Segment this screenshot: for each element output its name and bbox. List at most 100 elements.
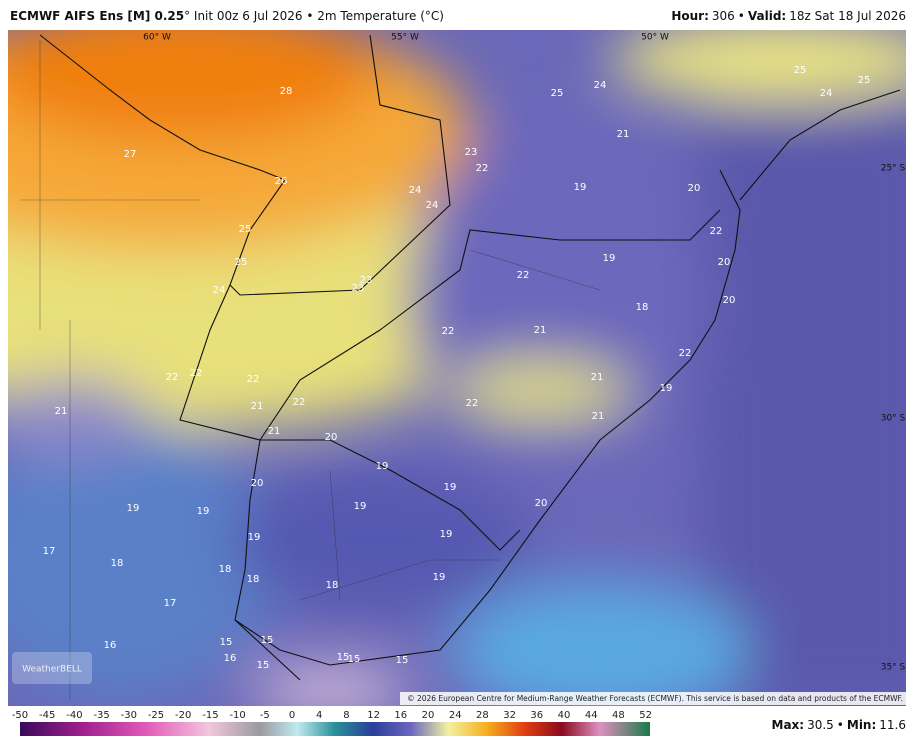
contour-label: 18 [219,564,232,575]
contour-label: 19 [354,501,367,512]
hour: 306 [712,9,735,23]
copyright: © 2026 European Centre for Medium-Range … [407,694,903,703]
contour-label: 22 [466,398,479,409]
colorbar-tick-label: -20 [175,710,191,721]
contour-label: 22 [476,163,489,174]
contour-label: 19 [440,529,453,540]
colorbar-tick-label: -25 [148,710,164,721]
colorbar-tick-label: 52 [639,710,652,721]
contour-label: 21 [55,406,68,417]
colorbar-tick-label: -50 [12,710,28,721]
contour-label: 19 [660,383,673,394]
colorbar-tick-label: 28 [476,710,489,721]
contour-label: 16 [224,653,237,664]
contour-label: 28 [280,86,293,97]
contour-label: 15 [257,660,270,671]
colorbar-tick-label: -5 [260,710,270,721]
temperature-field [8,30,906,706]
contour-label: 24 [426,200,439,211]
contour-label: 20 [688,183,701,194]
longitude-label: 50° W [641,33,669,43]
longitude-label: 60° W [143,33,171,43]
contour-label: 23 [360,275,373,286]
latitude-label: 35° S [881,663,906,673]
colorbar [20,722,650,736]
colorbar-tick-label: 4 [316,710,322,721]
contour-label: 15 [261,635,274,646]
details: ° Init 00z 6 Jul 2026 • 2m Temperature (… [184,9,444,23]
footer-stats: Max: 30.5 • Min: 11.6 [772,718,907,732]
contour-label: 18 [636,302,649,313]
contour-label: 21 [251,401,264,412]
contour-label: 20 [325,432,338,443]
contour-label: 21 [592,411,605,422]
colorbar-tick-label: -15 [202,710,218,721]
contour-label: 23 [352,283,365,294]
contour-label: 19 [433,572,446,583]
contour-label: 24 [409,185,422,196]
state-lines [20,40,601,700]
contour-label: 22 [679,348,692,359]
contour-label: 20 [718,257,731,268]
contour-label: 25 [239,224,252,235]
contour-label: 21 [268,426,281,437]
contour-label: 22 [517,270,530,281]
contour-label: 22 [442,326,455,337]
contour-label: 15 [220,637,233,648]
contour-label: 22 [710,226,723,237]
contour-label: 19 [376,461,389,472]
colorbar-tick-label: 40 [558,710,571,721]
contour-label: 18 [111,558,124,569]
colorbar-tick-label: 44 [585,710,598,721]
hour-label: Hour: [671,9,709,23]
contour-label: 25 [235,257,248,268]
contour-label: 21 [591,372,604,383]
colorbar-tick-label: -35 [93,710,109,721]
colorbar-tick-label: -45 [39,710,55,721]
colorbar-tick-label: 24 [449,710,462,721]
contour-label: 26 [275,176,288,187]
contour-label: 20 [535,498,548,509]
contour-label: 17 [43,546,56,557]
colorbar-tick-label: -30 [121,710,137,721]
colorbar-tick-label: 32 [503,710,516,721]
header-title: ECMWF AIFS Ens [M] 0.25° Init 00z 6 Jul … [10,9,444,23]
colorbar-tick-label: -10 [229,710,245,721]
contour-label: 24 [820,88,833,99]
logo: WeatherBELL [22,665,82,675]
max-label: Max: [772,718,805,732]
contour-label: 19 [603,253,616,264]
contour-label: 22 [293,397,306,408]
separator: • [837,718,844,732]
model: ECMWF AIFS Ens [M] 0.25 [10,9,184,23]
logo-box [12,652,92,684]
colorbar-ticks: -50 -45 -40 -35 -30 -25 -20 -15 -10 -5 0 4 8 12 16 20 24… [12,710,652,721]
contour-label: 20 [723,295,736,306]
colorbar-tick-label: 0 [289,710,295,721]
valid-label: Valid: [748,9,786,23]
colorbar-tick-label: 16 [394,710,407,721]
contour-label: 20 [251,478,264,489]
contour-label: 24 [213,285,226,296]
contour-label: 19 [444,482,457,493]
separator: • [738,9,745,23]
borders [39,34,901,681]
map-labels: 60° W 55° W 50° W 25° S 30° S 35° S 28 27 26 25 25… [43,33,906,673]
contour-label: 23 [465,147,478,158]
latitude-label: 30° S [881,414,906,424]
contour-label: 25 [794,65,807,76]
contour-label: 22 [247,374,260,385]
min-label: Min: [847,718,876,732]
contour-label: 22 [166,372,179,383]
contour-label: 27 [124,149,137,160]
colorbar-tick-label: 12 [367,710,380,721]
contour-label: 19 [127,503,140,514]
min: 11.6 [879,718,906,732]
colorbar-tick-label: 48 [612,710,625,721]
contour-label: 18 [247,574,260,585]
colorbar-tick-label: 8 [343,710,349,721]
contour-label: 15 [337,652,350,663]
contour-label: 25 [858,75,871,86]
